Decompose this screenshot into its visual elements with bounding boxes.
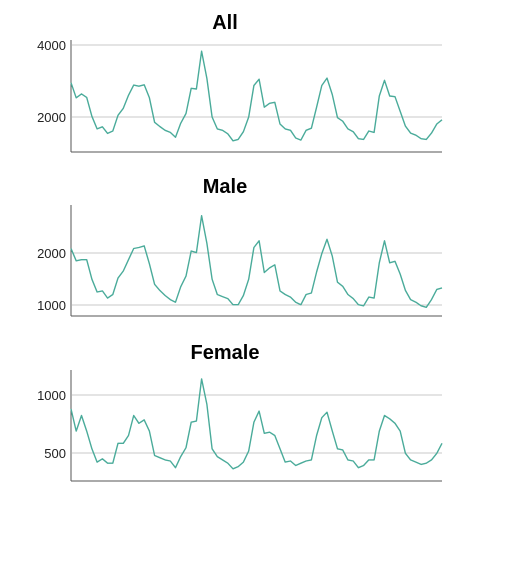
y-tick-label: 2000 xyxy=(37,246,66,261)
chart-title: Male xyxy=(203,176,247,198)
y-tick-label: 4000 xyxy=(37,38,66,53)
y-tick-label: 1000 xyxy=(37,388,66,403)
series-line xyxy=(70,378,443,470)
series-line xyxy=(70,215,443,308)
panel-all: All 4000 2000 xyxy=(37,12,443,153)
y-tick-label: 2000 xyxy=(37,110,66,125)
chart-title: Female xyxy=(191,342,260,364)
panel-male: Male 2000 1000 xyxy=(37,176,443,317)
y-tick-label: 1000 xyxy=(37,298,66,313)
panel-female: Female 1000 500 xyxy=(37,342,443,482)
y-tick-label: 500 xyxy=(44,446,66,461)
series-line xyxy=(70,50,443,142)
chart-title: All xyxy=(212,12,238,34)
